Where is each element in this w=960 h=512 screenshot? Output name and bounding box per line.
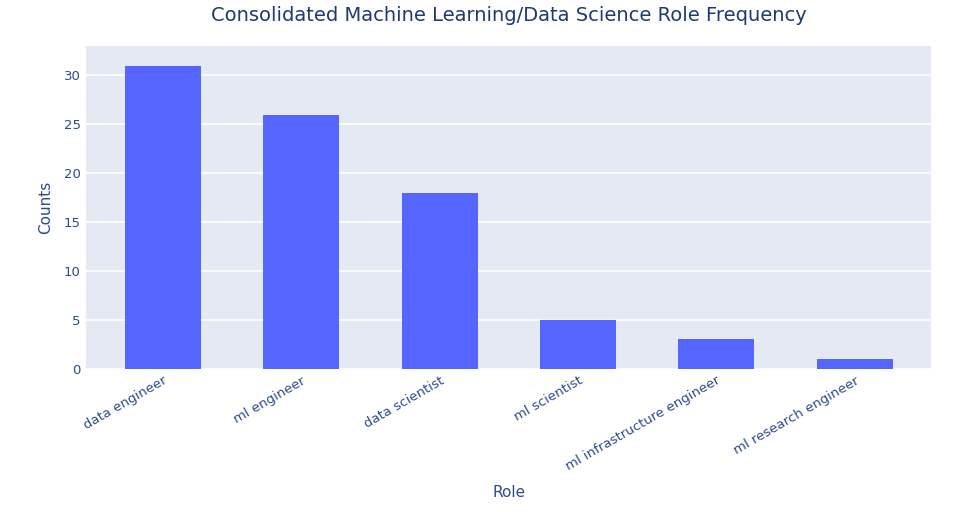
Bar — [540, 320, 616, 369]
Bar — [401, 193, 478, 369]
Y-axis label: Counts: Counts — [37, 181, 53, 234]
Bar — [263, 115, 339, 369]
Title: Consolidated Machine Learning/Data Science Role Frequency: Consolidated Machine Learning/Data Scien… — [211, 6, 806, 25]
Bar — [125, 66, 201, 369]
X-axis label: Role: Role — [492, 484, 525, 500]
Bar — [817, 359, 893, 369]
Bar — [679, 339, 755, 369]
